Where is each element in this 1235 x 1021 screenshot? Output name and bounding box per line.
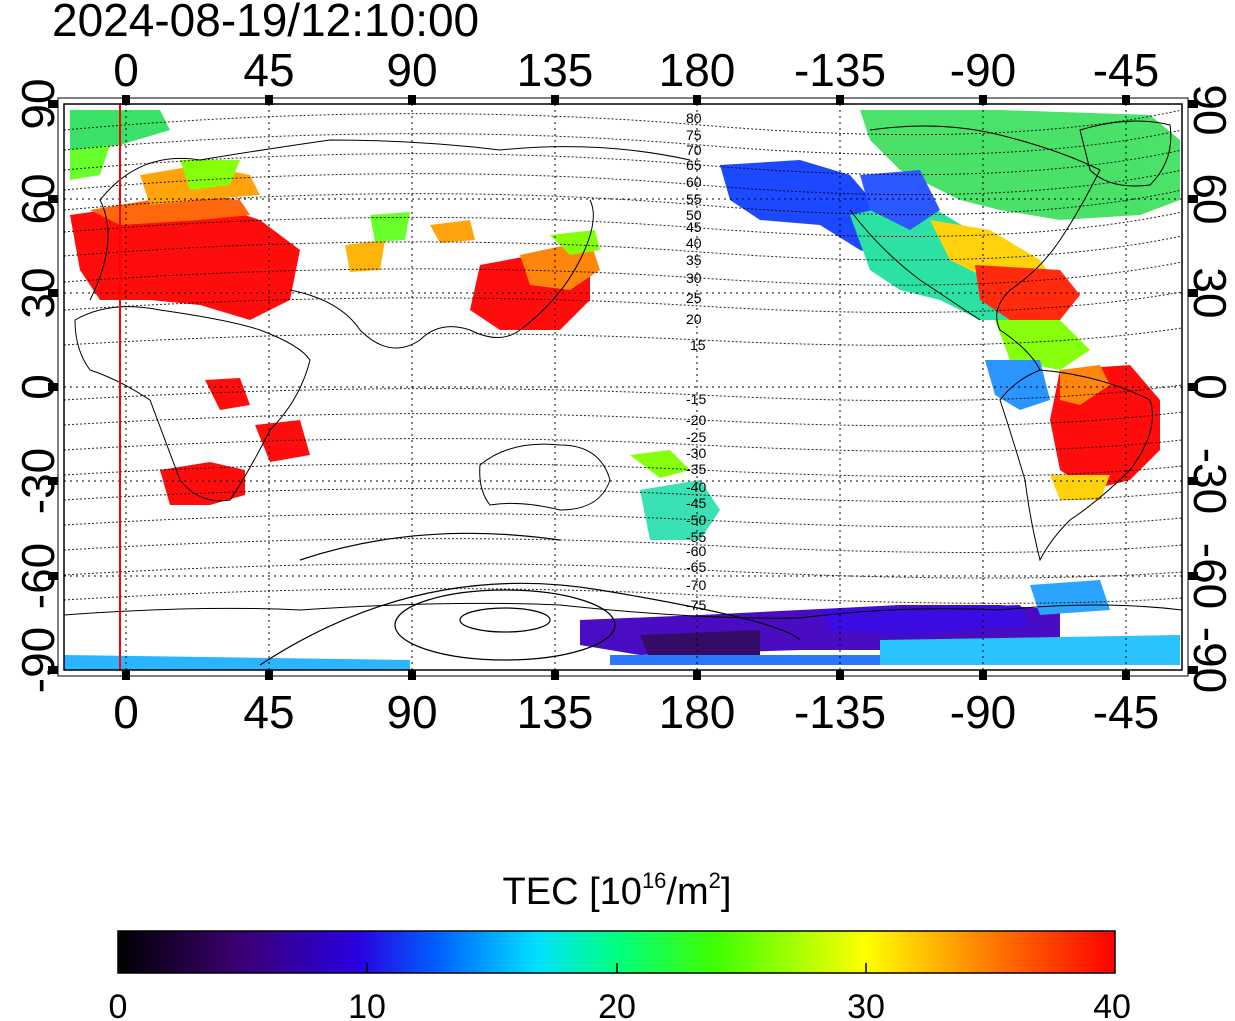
mlat-label: -20 <box>686 412 706 428</box>
lon-tick-top: 180 <box>659 44 736 96</box>
mlat-labels-south: -15 -20 -25 -30 -35 -40 -45 -50 -55 -60 … <box>686 391 706 613</box>
mlat-label: 50 <box>686 207 702 223</box>
frame-tick-marks <box>48 95 1198 680</box>
tec-data-layer <box>64 110 1180 670</box>
lat-tick-right: -60 <box>1184 543 1235 609</box>
mlat-label: -35 <box>686 461 706 477</box>
lat-tick-left: 0 <box>12 374 64 400</box>
lat-tick-right: 30 <box>1184 267 1235 318</box>
lon-tick-top: 90 <box>386 44 437 96</box>
lon-tick-top: -135 <box>794 44 886 96</box>
mlat-label: 80 <box>686 110 702 126</box>
mlat-label: -75 <box>686 597 706 613</box>
mlat-label: 75 <box>686 127 702 143</box>
lon-tick-bottom: 0 <box>113 686 139 738</box>
latitude-labels-left: 90 60 30 0 -30 -60 -90 <box>12 78 64 693</box>
mlat-label: 60 <box>686 174 702 190</box>
lon-tick-bottom: 45 <box>243 686 294 738</box>
mlat-label: 35 <box>686 252 702 268</box>
lat-tick-right: 60 <box>1184 173 1235 224</box>
lat-tick-right: 90 <box>1184 84 1235 135</box>
latitude-labels-right: 90 60 30 0 -30 -60 -90 <box>1184 84 1235 693</box>
mlat-label: -15 <box>686 391 706 407</box>
mlat-labels-north: 80 75 70 65 60 55 50 45 40 35 30 25 20 1… <box>686 110 706 353</box>
lat-tick-right: -90 <box>1184 627 1235 693</box>
mlat-label: -25 <box>686 429 706 445</box>
lon-tick-bottom: 180 <box>659 686 736 738</box>
mlat-label: -70 <box>686 577 706 593</box>
mlat-label: -40 <box>686 479 706 495</box>
lon-tick-bottom: -135 <box>794 686 886 738</box>
mlat-label: 45 <box>686 219 702 235</box>
colorbar-title-end: ] <box>721 871 732 913</box>
mlat-label: -55 <box>686 529 706 545</box>
lat-tick-left: 30 <box>12 267 64 318</box>
graticule <box>64 104 1182 670</box>
mlat-label: 70 <box>686 142 702 158</box>
lat-tick-left: 60 <box>12 173 64 224</box>
map-timestamp: 2024-08-19/12:10:00 <box>52 0 479 46</box>
lon-tick-bottom: 135 <box>517 686 594 738</box>
colorbar-tick-label: 40 <box>1093 988 1131 1021</box>
lat-tick-left: -60 <box>12 543 64 609</box>
mlat-label: 30 <box>686 270 702 286</box>
mlat-label: 55 <box>686 191 702 207</box>
lon-tick-top: 135 <box>517 44 594 96</box>
colorbar-ticks <box>366 963 867 973</box>
lon-tick-bottom: -45 <box>1093 686 1159 738</box>
colorbar-title-mid: /m <box>666 871 708 913</box>
magnetic-latitude-contours <box>64 109 1182 604</box>
lon-tick-bottom: -90 <box>950 686 1016 738</box>
mlat-label: -30 <box>686 445 706 461</box>
colorbar-labels: 0 10 20 30 40 <box>109 988 1131 1021</box>
colorbar-title: TEC [1016/m2] <box>503 868 732 913</box>
lat-tick-left: -30 <box>12 448 64 514</box>
mlat-label: 15 <box>690 337 706 353</box>
lat-tick-right: -30 <box>1184 448 1235 514</box>
lon-tick-bottom: 90 <box>386 686 437 738</box>
colorbar-title-main: TEC [10 <box>503 871 642 913</box>
mlat-label: 25 <box>686 290 702 306</box>
mlat-label: 40 <box>686 235 702 251</box>
map-frame <box>63 103 1183 671</box>
lon-tick-top: -45 <box>1093 44 1159 96</box>
mlat-label: -50 <box>686 512 706 528</box>
colorbar-title-exp2: 2 <box>709 868 721 893</box>
mlat-label: -45 <box>686 495 706 511</box>
mlat-label: -65 <box>686 559 706 575</box>
lon-tick-top: 0 <box>113 44 139 96</box>
lat-tick-left: -90 <box>12 627 64 693</box>
colorbar-title-exp1: 16 <box>642 868 666 893</box>
mlat-label: 65 <box>686 157 702 173</box>
longitude-labels-top: 0 45 90 135 180 -135 -90 -45 <box>113 44 1159 96</box>
lon-tick-top: 45 <box>243 44 294 96</box>
lat-tick-right: 0 <box>1184 374 1235 400</box>
colorbar-tick-label: 20 <box>598 988 636 1021</box>
magnetic-pole-contours <box>259 532 801 666</box>
colorbar-tick-label: 0 <box>109 988 128 1021</box>
colorbar-tick-label: 30 <box>847 988 885 1021</box>
lon-tick-top: -90 <box>950 44 1016 96</box>
map-area <box>64 104 1182 670</box>
lat-tick-left: 90 <box>12 78 64 129</box>
colorbar-tick-label: 10 <box>348 988 386 1021</box>
coastlines <box>64 120 1182 619</box>
mlat-label: -60 <box>686 543 706 559</box>
longitude-labels-bottom: 0 45 90 135 180 -135 -90 -45 <box>113 686 1159 738</box>
mlat-label: 20 <box>686 311 702 327</box>
